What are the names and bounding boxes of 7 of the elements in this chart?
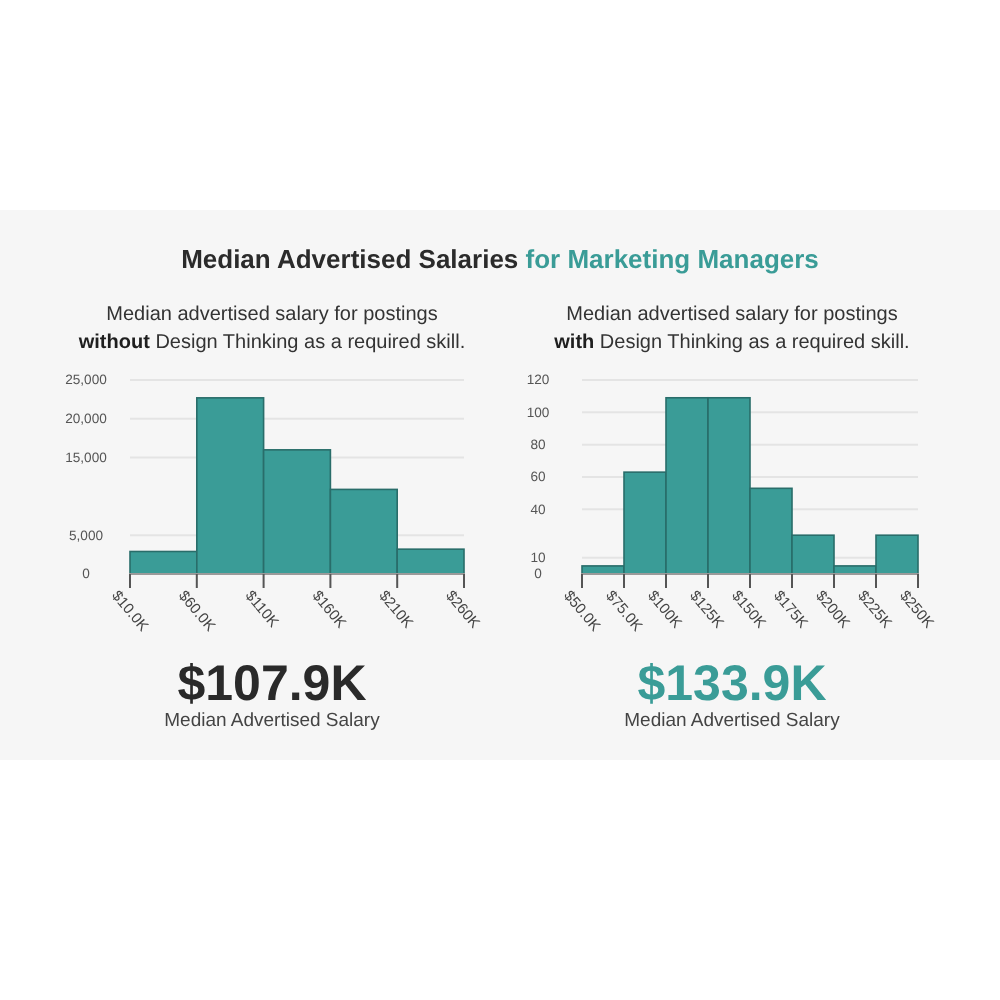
text: Median advertised salary for postings with Design Thinking as a required skill. — [554, 304, 910, 354]
text: $107.9K — [177, 656, 367, 712]
text: Median advertised salary for postings without Design Thinking as a required skill. — [78, 304, 466, 354]
text: Median Advertised Salary — [624, 710, 841, 732]
text: $133.9K — [637, 656, 827, 712]
text: Median Advertised Salary — [164, 710, 381, 732]
chart-title: Median Advertised Salaries for Marketing Managers — [181, 244, 819, 274]
